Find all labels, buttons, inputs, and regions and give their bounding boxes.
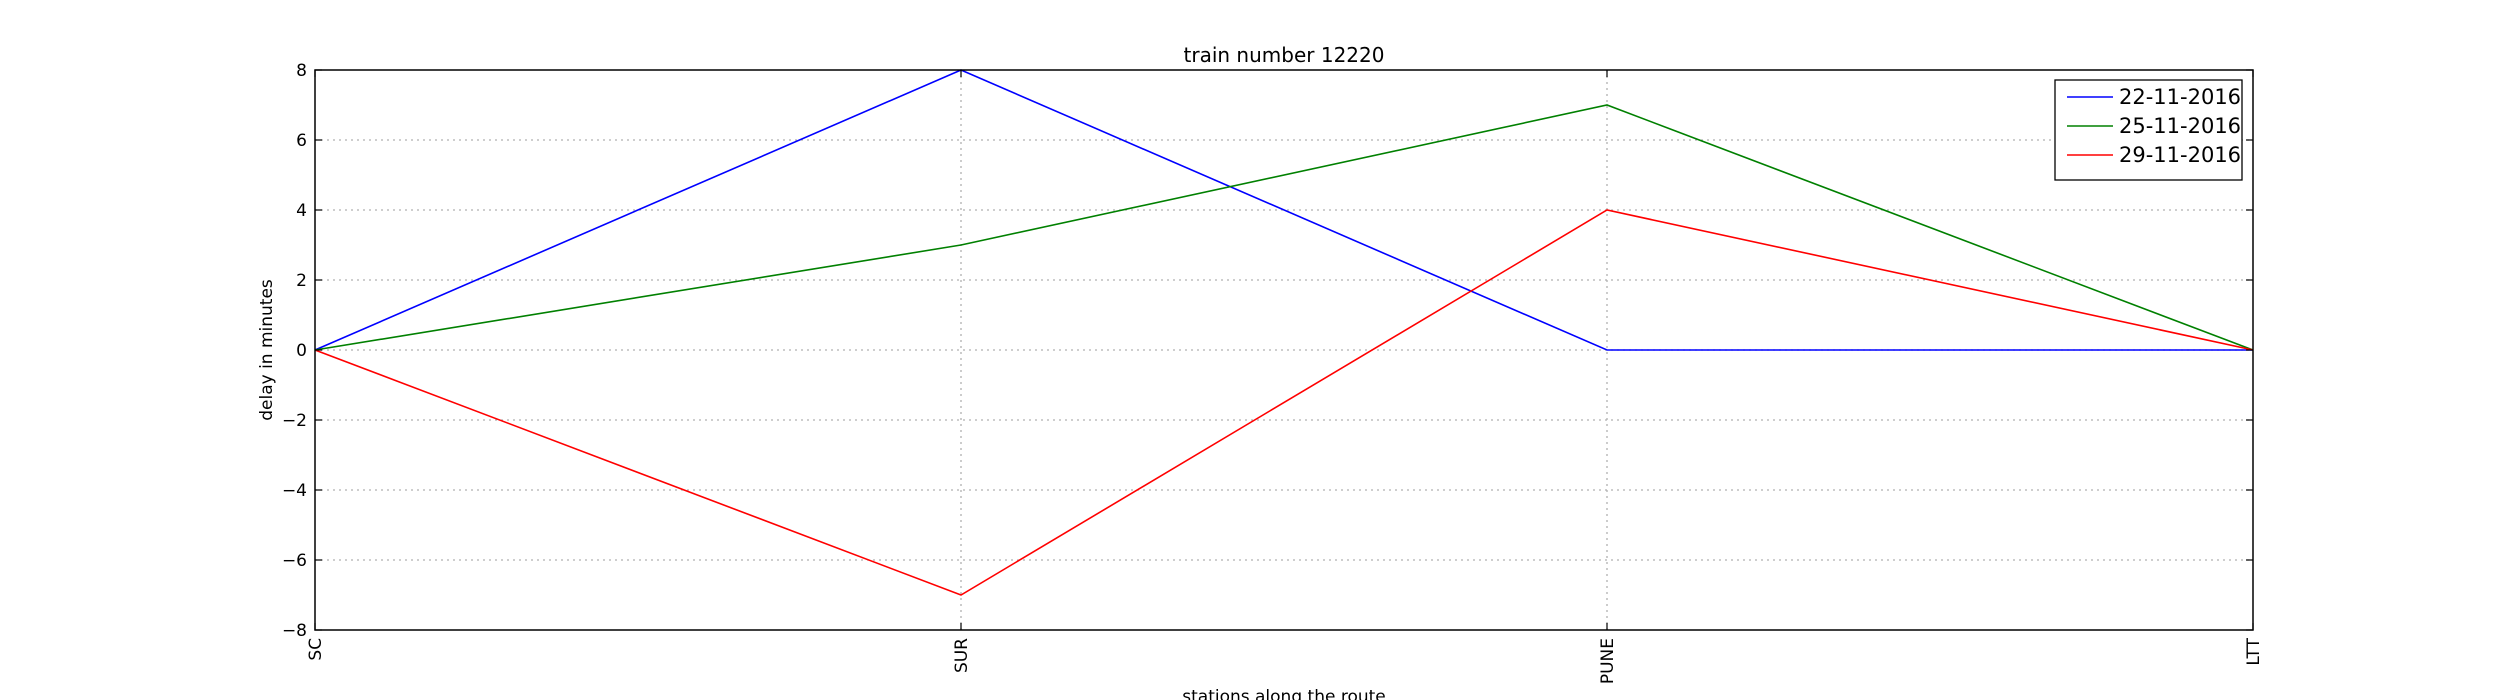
y-tick-label: −2 (282, 411, 307, 431)
series-line (314, 209, 2254, 596)
x-tick-label: LTT (2244, 637, 2264, 665)
series-layer (314, 69, 2254, 596)
series-line (314, 104, 2254, 351)
y-tick-label: 8 (296, 61, 307, 81)
legend-label: 22-11-2016 (2119, 85, 2241, 109)
x-tick-label: SUR (952, 638, 972, 673)
y-axis-label: delay in minutes (257, 279, 277, 421)
x-axis-label: stations along the route (1182, 687, 1386, 700)
y-tick-label: 4 (296, 201, 307, 221)
y-tick-label: 0 (296, 341, 307, 361)
legend-label: 25-11-2016 (2119, 114, 2241, 138)
chart-title: train number 12220 (1184, 43, 1385, 67)
x-tick-label: SC (306, 638, 326, 661)
y-tick-label: −8 (282, 621, 307, 641)
y-tick-label: −4 (282, 481, 307, 501)
axes-layer: −8 −6 −4 −2 0 2 4 6 8 SC SUR PUNE LTT (282, 61, 2264, 684)
y-tick-label: −6 (282, 551, 307, 571)
legend-label: 29-11-2016 (2119, 143, 2241, 167)
legend: 22-11-2016 25-11-2016 29-11-2016 (2054, 79, 2243, 181)
x-tick-label: PUNE (1598, 638, 1618, 684)
series-line (314, 69, 2253, 351)
y-tick-label: 2 (296, 271, 307, 291)
y-tick-label: 6 (296, 131, 307, 151)
